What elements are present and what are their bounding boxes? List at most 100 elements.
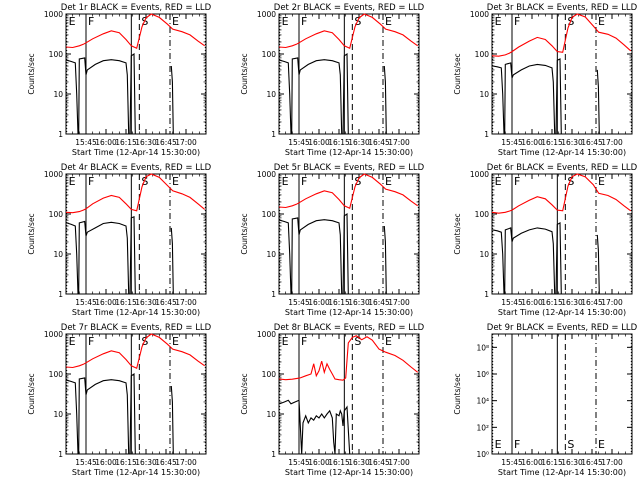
x-axis-label: Start Time (12-Apr-14 15:30:00) (498, 468, 626, 477)
x-tick-label: 15:45 (501, 138, 523, 147)
plot-frame (491, 173, 633, 295)
y-tick-label: 1 (271, 290, 276, 299)
y-tick-label: 1000 (44, 170, 63, 179)
x-tick-label: 15:45 (501, 458, 523, 467)
x-tick-label: 16:00 (521, 298, 543, 307)
y-tick-label: 100 (49, 50, 64, 59)
x-axis-label: Start Time (12-Apr-14 15:30:00) (72, 468, 200, 477)
x-tick-label: 16:15 (541, 138, 563, 147)
x-tick-label: 16:00 (95, 138, 117, 147)
marker-label: F (301, 335, 307, 348)
y-tick-label: 1000 (257, 170, 276, 179)
y-axis-label: Counts/sec (240, 213, 249, 254)
marker-label: E (495, 438, 502, 451)
series-line-events (279, 399, 351, 455)
chart-panel-8: Det 8r BLACK = Events, RED = LLD 1 10 100 10… (240, 323, 425, 477)
y-axis-label: Counts/sec (27, 53, 36, 94)
chart-title: Det 9r BLACK = Events, RED = LLD (487, 323, 638, 333)
y-tick-label: 10 (53, 250, 63, 259)
chart-title: Det 8r BLACK = Events, RED = LLD (274, 323, 425, 333)
y-tick-label: 10 (53, 410, 63, 419)
x-axis-label: Start Time (12-Apr-14 15:30:00) (285, 308, 413, 317)
x-tick-label: 17:00 (175, 458, 197, 467)
marker-label: E (385, 335, 392, 348)
series-line-events (492, 221, 562, 295)
x-tick-label: 15:45 (75, 298, 97, 307)
x-tick-label: 16:30 (135, 458, 157, 467)
y-tick-label: 1 (484, 290, 489, 299)
marker-label: S (354, 335, 361, 348)
series-line-events-2 (596, 234, 600, 295)
x-tick-label: 16:15 (328, 298, 350, 307)
chart-panel-1: Det 1r BLACK = Events, RED = LLD 1 10 100 10… (27, 3, 212, 157)
x-tick-label: 17:00 (388, 138, 410, 147)
marker-label: F (514, 438, 520, 451)
series-line-lld (278, 173, 419, 209)
x-axis-label: Start Time (12-Apr-14 15:30:00) (285, 468, 413, 477)
x-tick-label: 16:00 (308, 298, 330, 307)
x-tick-label: 16:00 (308, 138, 330, 147)
x-tick-label: 16:30 (561, 138, 583, 147)
chart-title: Det 3r BLACK = Events, RED = LLD (487, 3, 638, 13)
marker-label: E (172, 175, 179, 188)
plot-frame (65, 333, 207, 455)
marker-label: F (88, 335, 94, 348)
x-tick-label: 15:45 (288, 458, 310, 467)
marker-label: F (301, 175, 307, 188)
marker-label: E (69, 175, 76, 188)
x-tick-label: 15:45 (75, 458, 97, 467)
y-tick-label: 1000 (257, 330, 276, 339)
x-tick-label: 15:45 (288, 298, 310, 307)
series-line-lld (65, 173, 206, 214)
plot-frame (278, 173, 420, 295)
x-tick-label: 16:45 (581, 298, 603, 307)
x-tick-label: 17:00 (175, 138, 197, 147)
y-tick-label: 1000 (44, 10, 63, 19)
x-tick-label: 16:15 (328, 138, 350, 147)
plot-frame (65, 173, 207, 295)
plot-frame (278, 13, 420, 135)
marker-label: S (567, 175, 574, 188)
x-tick-label: 16:15 (115, 298, 137, 307)
x-tick-label: 16:45 (368, 458, 390, 467)
y-axis-label: Counts/sec (27, 373, 36, 414)
chart-title: Det 4r BLACK = Events, RED = LLD (61, 163, 212, 173)
marker-label: E (495, 175, 502, 188)
series-line-events (66, 215, 136, 295)
y-tick-label: 1 (271, 130, 276, 139)
series-line-lld (65, 333, 206, 369)
marker-label: E (598, 438, 605, 451)
y-tick-label: 10 (266, 90, 276, 99)
y-tick-label: 1000 (44, 330, 63, 339)
series-line-lld (278, 335, 419, 381)
plot-frame (491, 333, 633, 455)
marker-label: E (172, 15, 179, 28)
chart-title: Det 7r BLACK = Events, RED = LLD (61, 323, 212, 333)
y-tick-label: 100 (262, 50, 277, 59)
chart-panel-9: Det 9r BLACK = Events, RED = LLD 10⁰ 10² 10… (453, 323, 638, 477)
x-axis-label: Start Time (12-Apr-14 15:30:00) (498, 148, 626, 157)
chart-title: Det 1r BLACK = Events, RED = LLD (61, 3, 212, 13)
x-tick-label: 16:15 (541, 298, 563, 307)
x-tick-label: 16:00 (95, 298, 117, 307)
x-tick-label: 16:45 (368, 138, 390, 147)
y-tick-label: 100 (475, 210, 490, 219)
x-tick-label: 16:15 (328, 458, 350, 467)
y-tick-label: 10 (53, 90, 63, 99)
x-tick-label: 16:30 (561, 458, 583, 467)
y-axis-label: Counts/sec (453, 373, 462, 414)
x-tick-label: 16:00 (95, 458, 117, 467)
series-line-events-2 (596, 69, 600, 135)
x-axis-label: Start Time (12-Apr-14 15:30:00) (498, 308, 626, 317)
x-axis-label: Start Time (12-Apr-14 15:30:00) (72, 308, 200, 317)
marker-label: F (88, 175, 94, 188)
x-tick-label: 15:45 (288, 138, 310, 147)
marker-label: E (282, 335, 289, 348)
x-tick-label: 16:30 (135, 298, 157, 307)
series-line-lld (65, 13, 206, 49)
y-tick-label: 100 (49, 370, 64, 379)
x-tick-label: 16:45 (155, 138, 177, 147)
x-tick-label: 16:15 (115, 458, 137, 467)
chart-panel-4: Det 4r BLACK = Events, RED = LLD 1 10 100 10… (27, 163, 212, 317)
marker-label: F (514, 15, 520, 28)
